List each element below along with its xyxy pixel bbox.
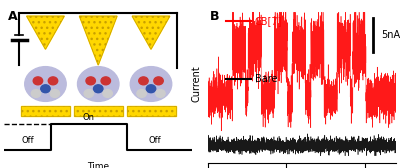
Circle shape — [84, 90, 94, 97]
Circle shape — [154, 77, 163, 85]
Circle shape — [156, 90, 165, 97]
Polygon shape — [27, 16, 64, 49]
Polygon shape — [79, 16, 117, 65]
Circle shape — [41, 85, 50, 93]
Circle shape — [25, 67, 66, 101]
Circle shape — [94, 85, 103, 93]
Polygon shape — [74, 106, 123, 116]
Circle shape — [31, 90, 41, 97]
Circle shape — [137, 90, 146, 97]
Polygon shape — [126, 106, 176, 116]
Circle shape — [101, 77, 110, 85]
Circle shape — [78, 67, 119, 101]
Circle shape — [103, 90, 112, 97]
Circle shape — [33, 77, 43, 85]
Polygon shape — [132, 16, 170, 49]
Text: 5nA: 5nA — [381, 30, 400, 40]
Text: B: B — [210, 10, 219, 23]
Circle shape — [86, 77, 96, 85]
Text: CB[7]: CB[7] — [255, 16, 282, 26]
Text: A: A — [8, 10, 17, 23]
Circle shape — [48, 77, 58, 85]
Circle shape — [50, 90, 60, 97]
Y-axis label: Current: Current — [192, 66, 202, 102]
Circle shape — [139, 77, 148, 85]
Text: Bare: Bare — [255, 74, 277, 84]
Circle shape — [146, 85, 156, 93]
Circle shape — [130, 67, 172, 101]
Polygon shape — [21, 106, 70, 116]
